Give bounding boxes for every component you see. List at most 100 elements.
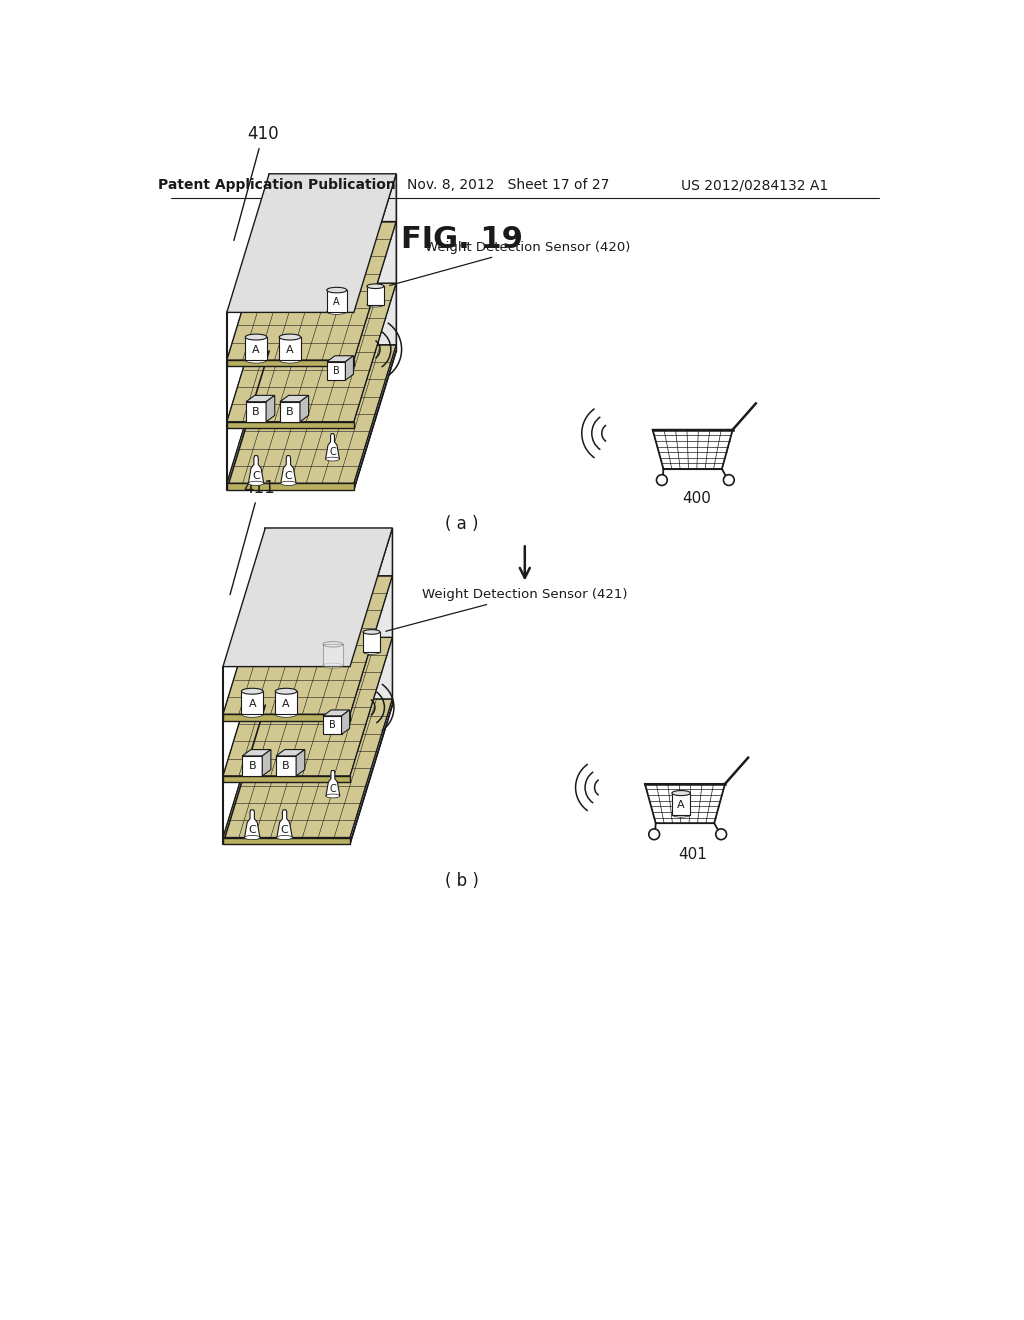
Ellipse shape xyxy=(326,795,340,797)
Text: B: B xyxy=(252,407,260,417)
Polygon shape xyxy=(226,360,354,367)
Polygon shape xyxy=(246,401,266,422)
Text: C: C xyxy=(329,447,336,457)
Text: A: A xyxy=(286,345,294,355)
Ellipse shape xyxy=(323,663,343,669)
Ellipse shape xyxy=(249,482,264,486)
Polygon shape xyxy=(276,810,292,838)
Polygon shape xyxy=(226,284,396,422)
Polygon shape xyxy=(243,756,262,776)
Polygon shape xyxy=(223,838,350,843)
Ellipse shape xyxy=(327,288,347,293)
Polygon shape xyxy=(226,222,396,360)
Polygon shape xyxy=(245,810,260,838)
Text: Nov. 8, 2012   Sheet 17 of 27: Nov. 8, 2012 Sheet 17 of 27 xyxy=(407,178,609,193)
Ellipse shape xyxy=(326,457,339,461)
Text: ( a ): ( a ) xyxy=(444,515,478,533)
Ellipse shape xyxy=(364,630,380,635)
Polygon shape xyxy=(323,710,349,715)
Ellipse shape xyxy=(281,482,296,486)
Polygon shape xyxy=(281,455,296,483)
Text: C: C xyxy=(285,470,292,480)
Polygon shape xyxy=(246,396,274,401)
Polygon shape xyxy=(276,750,305,756)
Polygon shape xyxy=(323,715,342,734)
Polygon shape xyxy=(280,337,301,360)
Polygon shape xyxy=(262,750,271,776)
Text: 400: 400 xyxy=(682,491,711,507)
Polygon shape xyxy=(276,756,296,776)
Ellipse shape xyxy=(364,649,380,655)
Polygon shape xyxy=(223,714,350,721)
Polygon shape xyxy=(327,290,347,312)
Polygon shape xyxy=(223,528,392,667)
Text: A: A xyxy=(677,800,685,810)
Polygon shape xyxy=(226,422,354,428)
Text: C: C xyxy=(281,825,289,834)
Polygon shape xyxy=(323,644,343,665)
Text: B: B xyxy=(286,407,294,417)
Circle shape xyxy=(656,475,668,486)
Polygon shape xyxy=(300,396,308,422)
Text: A: A xyxy=(249,700,256,709)
Circle shape xyxy=(649,829,659,840)
Polygon shape xyxy=(249,455,264,483)
Polygon shape xyxy=(280,396,308,401)
Ellipse shape xyxy=(280,358,301,363)
Text: Weight Detection Sensor (420): Weight Detection Sensor (420) xyxy=(390,240,631,285)
Ellipse shape xyxy=(242,688,263,694)
Polygon shape xyxy=(275,692,297,714)
Text: B: B xyxy=(249,760,256,771)
Polygon shape xyxy=(326,434,339,459)
Polygon shape xyxy=(342,710,349,734)
Ellipse shape xyxy=(367,302,384,308)
Ellipse shape xyxy=(280,334,301,341)
Text: C: C xyxy=(330,784,336,793)
Text: B: B xyxy=(283,760,290,771)
Text: A: A xyxy=(252,345,260,355)
Circle shape xyxy=(724,475,734,486)
Ellipse shape xyxy=(246,358,267,363)
Polygon shape xyxy=(226,174,396,313)
Polygon shape xyxy=(226,483,354,490)
Ellipse shape xyxy=(275,688,297,694)
Text: 410: 410 xyxy=(233,125,279,240)
Ellipse shape xyxy=(672,791,690,796)
Polygon shape xyxy=(296,750,305,776)
Polygon shape xyxy=(242,692,263,714)
Ellipse shape xyxy=(275,711,297,717)
Text: FIG. 19: FIG. 19 xyxy=(400,224,522,253)
Ellipse shape xyxy=(245,836,260,840)
Polygon shape xyxy=(327,362,345,380)
Text: B: B xyxy=(329,721,336,730)
Polygon shape xyxy=(269,174,396,351)
Polygon shape xyxy=(327,356,353,362)
Polygon shape xyxy=(354,174,396,490)
Ellipse shape xyxy=(246,334,267,341)
Polygon shape xyxy=(326,771,340,796)
Ellipse shape xyxy=(242,711,263,717)
Text: Weight Detection Sensor (421): Weight Detection Sensor (421) xyxy=(386,589,627,631)
Ellipse shape xyxy=(276,836,292,840)
Polygon shape xyxy=(672,793,690,814)
Polygon shape xyxy=(223,576,392,714)
Polygon shape xyxy=(223,700,392,838)
Polygon shape xyxy=(226,345,396,483)
Text: 401: 401 xyxy=(678,847,708,862)
Polygon shape xyxy=(350,528,392,843)
Text: US 2012/0284132 A1: US 2012/0284132 A1 xyxy=(681,178,827,193)
Text: C: C xyxy=(252,470,260,480)
Ellipse shape xyxy=(327,309,347,314)
Polygon shape xyxy=(223,638,392,776)
Circle shape xyxy=(716,829,727,840)
Polygon shape xyxy=(243,750,271,756)
Polygon shape xyxy=(652,430,733,469)
Ellipse shape xyxy=(323,642,343,647)
Ellipse shape xyxy=(672,812,690,817)
Polygon shape xyxy=(266,396,274,422)
Polygon shape xyxy=(223,776,350,781)
Text: 411: 411 xyxy=(230,479,275,594)
Polygon shape xyxy=(246,337,267,360)
Polygon shape xyxy=(345,356,353,380)
Polygon shape xyxy=(265,528,392,705)
